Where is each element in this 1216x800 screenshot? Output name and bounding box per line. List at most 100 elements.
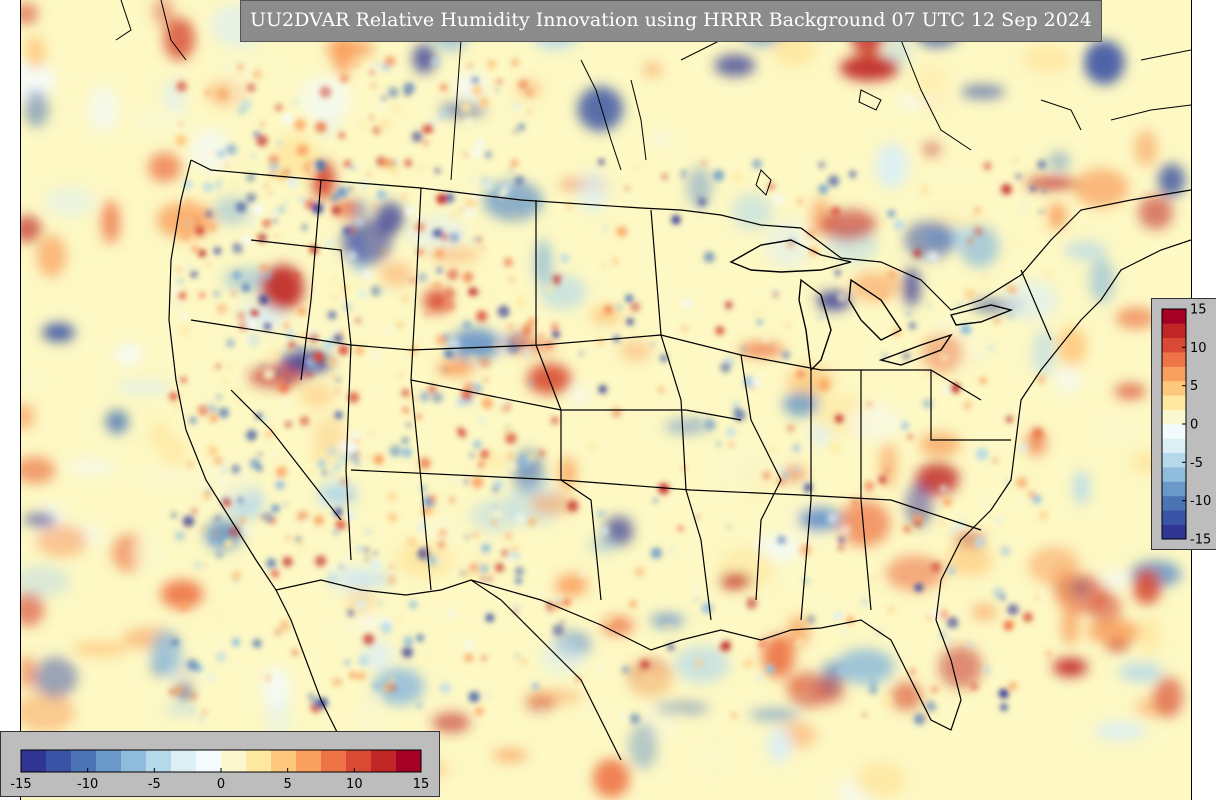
innovation-blob (813, 675, 845, 705)
innovation-speck (505, 532, 512, 540)
innovation-blob (21, 372, 43, 387)
innovation-speck (390, 574, 394, 578)
innovation-speck (189, 692, 198, 701)
innovation-speck (327, 446, 337, 456)
lake-superior (729, 239, 852, 273)
innovation-speck (373, 694, 383, 704)
innovation-speck (276, 170, 288, 182)
innovation-speck (907, 434, 913, 440)
innovation-blob (890, 681, 923, 711)
colorbar-tick-label: 10 (1190, 341, 1207, 356)
innovation-blob (432, 712, 471, 733)
innovation-speck (174, 403, 180, 409)
innovation-speck (285, 421, 292, 428)
innovation-speck (634, 566, 645, 577)
innovation-blob (738, 342, 785, 357)
innovation-speck (762, 334, 771, 343)
colorbar-swatch (1162, 524, 1186, 540)
colorbar-tick-label: 0 (1190, 418, 1198, 433)
innovation-speck (391, 329, 397, 334)
innovation-speck (360, 121, 367, 128)
innovation-blob (1073, 470, 1090, 506)
innovation-speck (387, 512, 398, 522)
innovation-speck (200, 392, 206, 398)
innovation-speck (260, 121, 265, 127)
innovation-speck (374, 99, 386, 110)
colorbar-swatch (1162, 395, 1186, 410)
innovation-speck (513, 129, 518, 134)
innovation-speck (202, 182, 213, 193)
innovation-speck (389, 578, 395, 584)
innovation-speck (301, 224, 308, 231)
innovation-blob (115, 344, 143, 366)
innovation-speck (210, 379, 217, 386)
innovation-speck (180, 376, 187, 383)
innovation-blob (1115, 307, 1156, 330)
innovation-speck (358, 655, 370, 667)
innovation-speck (446, 268, 459, 281)
innovation-speck (210, 406, 217, 413)
innovation-speck (677, 525, 684, 532)
innovation-speck (370, 285, 382, 297)
innovation-speck (206, 673, 215, 683)
innovation-speck (271, 208, 281, 217)
innovation-speck (840, 524, 852, 536)
innovation-speck (197, 404, 209, 417)
innovation-blob (1158, 163, 1186, 197)
innovation-speck (359, 179, 369, 189)
innovation-speck (276, 139, 283, 147)
innovation-blob (720, 573, 752, 589)
innovation-speck (456, 398, 466, 407)
innovation-speck (186, 659, 199, 671)
innovation-speck (365, 455, 370, 460)
innovation-speck (231, 570, 242, 581)
innovation-speck (353, 438, 360, 444)
innovation-speck (345, 203, 350, 208)
innovation-speck (929, 173, 937, 182)
innovation-blob (732, 193, 773, 230)
innovation-speck (1015, 173, 1022, 180)
innovation-speck (347, 186, 354, 192)
innovation-speck (432, 223, 438, 229)
innovation-speck (431, 57, 440, 67)
innovation-blob (1089, 257, 1115, 304)
innovation-blob (395, 542, 454, 578)
innovation-speck (528, 110, 532, 114)
innovation-speck (1000, 545, 1011, 557)
innovation-speck (476, 138, 485, 147)
innovation-speck (596, 337, 605, 347)
innovation-speck (260, 438, 269, 447)
innovation-speck (468, 691, 480, 703)
innovation-blob (449, 328, 502, 361)
innovation-speck (1031, 476, 1035, 481)
innovation-speck (799, 544, 812, 556)
innovation-speck (432, 227, 443, 238)
innovation-speck (970, 359, 977, 366)
innovation-speck (376, 189, 387, 200)
innovation-speck (507, 554, 514, 562)
innovation-speck (528, 380, 533, 386)
innovation-speck (475, 706, 484, 716)
innovation-blob (1048, 202, 1066, 230)
innovation-speck (268, 349, 281, 361)
innovation-speck (171, 512, 177, 518)
innovation-speck (226, 339, 235, 348)
innovation-speck (206, 211, 212, 217)
innovation-speck (913, 513, 923, 524)
innovation-blob (164, 703, 196, 716)
innovation-speck (409, 600, 418, 609)
innovation-blob (945, 545, 993, 577)
innovation-speck (472, 77, 479, 84)
innovation-blob (1055, 366, 1081, 394)
innovation-speck (941, 521, 945, 525)
innovation-speck (516, 654, 520, 659)
innovation-speck (216, 395, 222, 400)
innovation-blob (454, 72, 488, 102)
innovation-speck (382, 682, 393, 693)
innovation-speck (777, 464, 785, 473)
innovation-blob (655, 701, 710, 715)
innovation-speck (806, 228, 816, 238)
innovation-speck (681, 298, 693, 310)
innovation-blob (590, 306, 623, 325)
innovation-speck (960, 323, 972, 335)
